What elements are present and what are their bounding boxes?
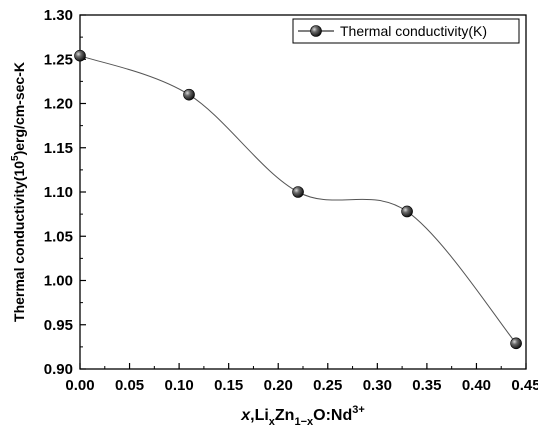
series-points [74, 49, 522, 350]
x-tick-label: 0.40 [462, 377, 491, 394]
y-tick-label: 1.05 [44, 228, 73, 245]
y-tick-label: 1.25 [44, 51, 73, 68]
y-tick-label: 1.20 [44, 96, 73, 113]
x-tick-label: 0.10 [165, 377, 194, 394]
legend-marker [310, 25, 322, 37]
data-point [401, 205, 413, 218]
x-tick-label: 0.05 [115, 377, 144, 394]
y-tick-label: 1.00 [44, 273, 73, 290]
y-tick-label: 0.90 [44, 361, 73, 378]
data-point [292, 186, 304, 198]
y-tick-label: 1.10 [44, 184, 73, 201]
data-point [510, 337, 522, 350]
x-tick-label: 0.15 [214, 377, 243, 394]
x-tick-label: 0.25 [313, 377, 342, 394]
y-tick-label: 1.30 [44, 7, 73, 24]
legend: Thermal conductivity(K) [292, 18, 520, 44]
x-tick-label: 0.20 [264, 377, 293, 394]
x-tick-label: 0.00 [65, 377, 94, 394]
y-tick-label: 1.15 [44, 140, 73, 157]
series-line-thermal-conductivity [79, 55, 517, 344]
x-axis-title: x,LixZn1−xO:Nd3+ [240, 404, 365, 428]
legend-label: Thermal conductivity(K) [340, 23, 487, 39]
y-axis-ticks: 0.90 0.95 1.00 1.05 1.10 1.15 1.20 1.25 1.30 [44, 7, 86, 378]
y-axis-title: Thermal conductivity(105)erg/cm-sec-K [10, 62, 27, 322]
x-tick-label: 0.35 [412, 377, 441, 394]
data-point [74, 49, 86, 62]
data-point [183, 88, 195, 101]
x-axis-ticks: 0.00 0.05 0.10 0.15 0.20 0.25 0.30 0.35 0.40 0.45 [65, 363, 538, 394]
x-tick-label: 0.45 [511, 377, 538, 394]
y-tick-label: 0.95 [44, 317, 73, 334]
x-tick-label: 0.30 [363, 377, 392, 394]
